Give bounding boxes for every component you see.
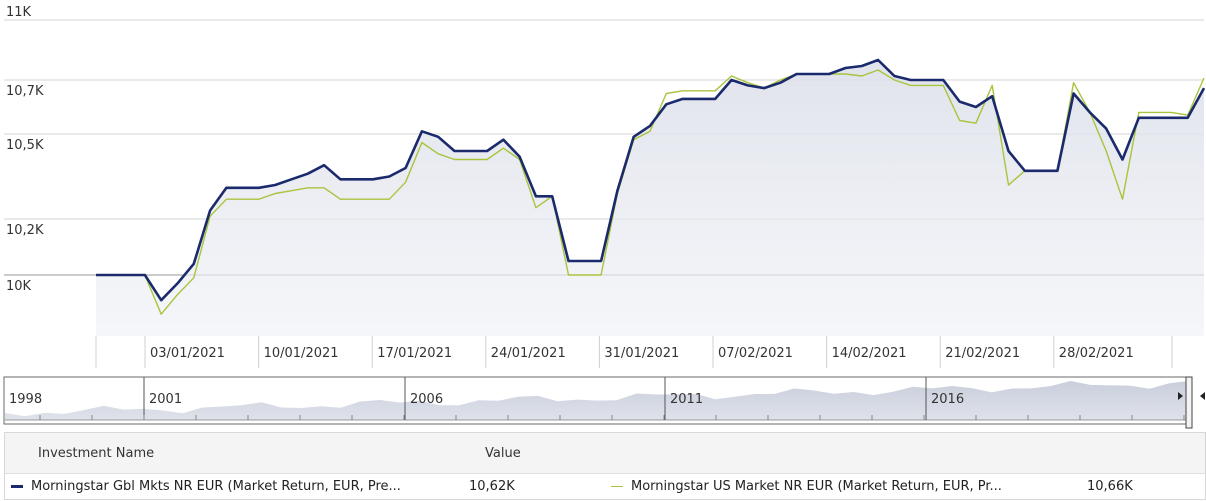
- x-tick-label: 21/02/2021: [945, 346, 1020, 361]
- investment-name-header: Investment Name: [38, 446, 155, 461]
- legend-swatch-icon: [11, 485, 23, 488]
- legend-row: Morningstar Gbl Mkts NR EUR (Market Retu…: [5, 474, 1205, 498]
- x-tick-label: 14/02/2021: [832, 346, 907, 361]
- value-header: Value: [485, 446, 521, 461]
- legend-entry-name: Morningstar US Market NR EUR (Market Ret…: [631, 479, 1002, 494]
- series-area-fill: [96, 60, 1204, 336]
- y-tick-label: 10,7K: [6, 84, 44, 99]
- x-tick-label: 07/02/2021: [718, 346, 793, 361]
- legend-header: Investment Name Value: [5, 433, 1205, 474]
- series-line-us-market: [96, 69, 1205, 315]
- legend-entry-gbl-mkts[interactable]: Morningstar Gbl Mkts NR EUR (Market Retu…: [11, 479, 401, 494]
- navigator-year-label: 2011: [670, 392, 703, 407]
- legend-entry-value: 10,66K: [1087, 479, 1133, 494]
- series-line-gbl-mkts: [96, 58, 1206, 302]
- x-tick-label: 03/01/2021: [150, 346, 225, 361]
- x-tick-label: 24/01/2021: [491, 346, 566, 361]
- x-tick-label: 17/01/2021: [377, 346, 452, 361]
- x-tick-label: 31/01/2021: [604, 346, 679, 361]
- legend-entry-us-market[interactable]: Morningstar US Market NR EUR (Market Ret…: [611, 479, 1002, 494]
- x-tick-label: 10/01/2021: [264, 346, 339, 361]
- y-tick-label: 11K: [6, 5, 32, 20]
- navigator-year-label: 1998: [9, 392, 42, 407]
- navigator-overview-area: [5, 380, 1189, 420]
- legend-entry-value: 10,62K: [469, 479, 515, 494]
- y-tick-label: 10K: [6, 279, 32, 294]
- chart-canvas: 11K 10,7K 10,5K 10,2K 10K 03/01/2021 10/01/20…: [3, 5, 1206, 429]
- navigator-left-arrow-icon[interactable]: [1200, 392, 1205, 400]
- legend-entry-name: Morningstar Gbl Mkts NR EUR (Market Retu…: [31, 479, 401, 494]
- y-tick-label: 10,2K: [6, 223, 44, 238]
- legend-swatch-icon: [611, 486, 623, 487]
- range-navigator[interactable]: 1998 2001 2006 2011 2016: [3, 376, 1205, 429]
- y-tick-label: 10,5K: [6, 138, 44, 153]
- legend-table: Investment Name Value Morningstar Gbl Mk…: [4, 432, 1206, 500]
- y-axis-labels: 11K 10,7K 10,5K 10,2K 10K: [6, 5, 44, 294]
- x-tick-label: 28/02/2021: [1059, 346, 1134, 361]
- navigator-year-label: 2006: [410, 392, 443, 407]
- x-axis: 03/01/2021 10/01/2021 17/01/2021 24/01/2021…: [95, 336, 1173, 368]
- navigator-right-arrow-icon[interactable]: [1178, 392, 1183, 400]
- series-lines: [96, 58, 1206, 315]
- navigator-range-handle[interactable]: [1185, 376, 1193, 429]
- navigator-year-label: 2016: [931, 392, 964, 407]
- navigator-year-label: 2001: [149, 392, 182, 407]
